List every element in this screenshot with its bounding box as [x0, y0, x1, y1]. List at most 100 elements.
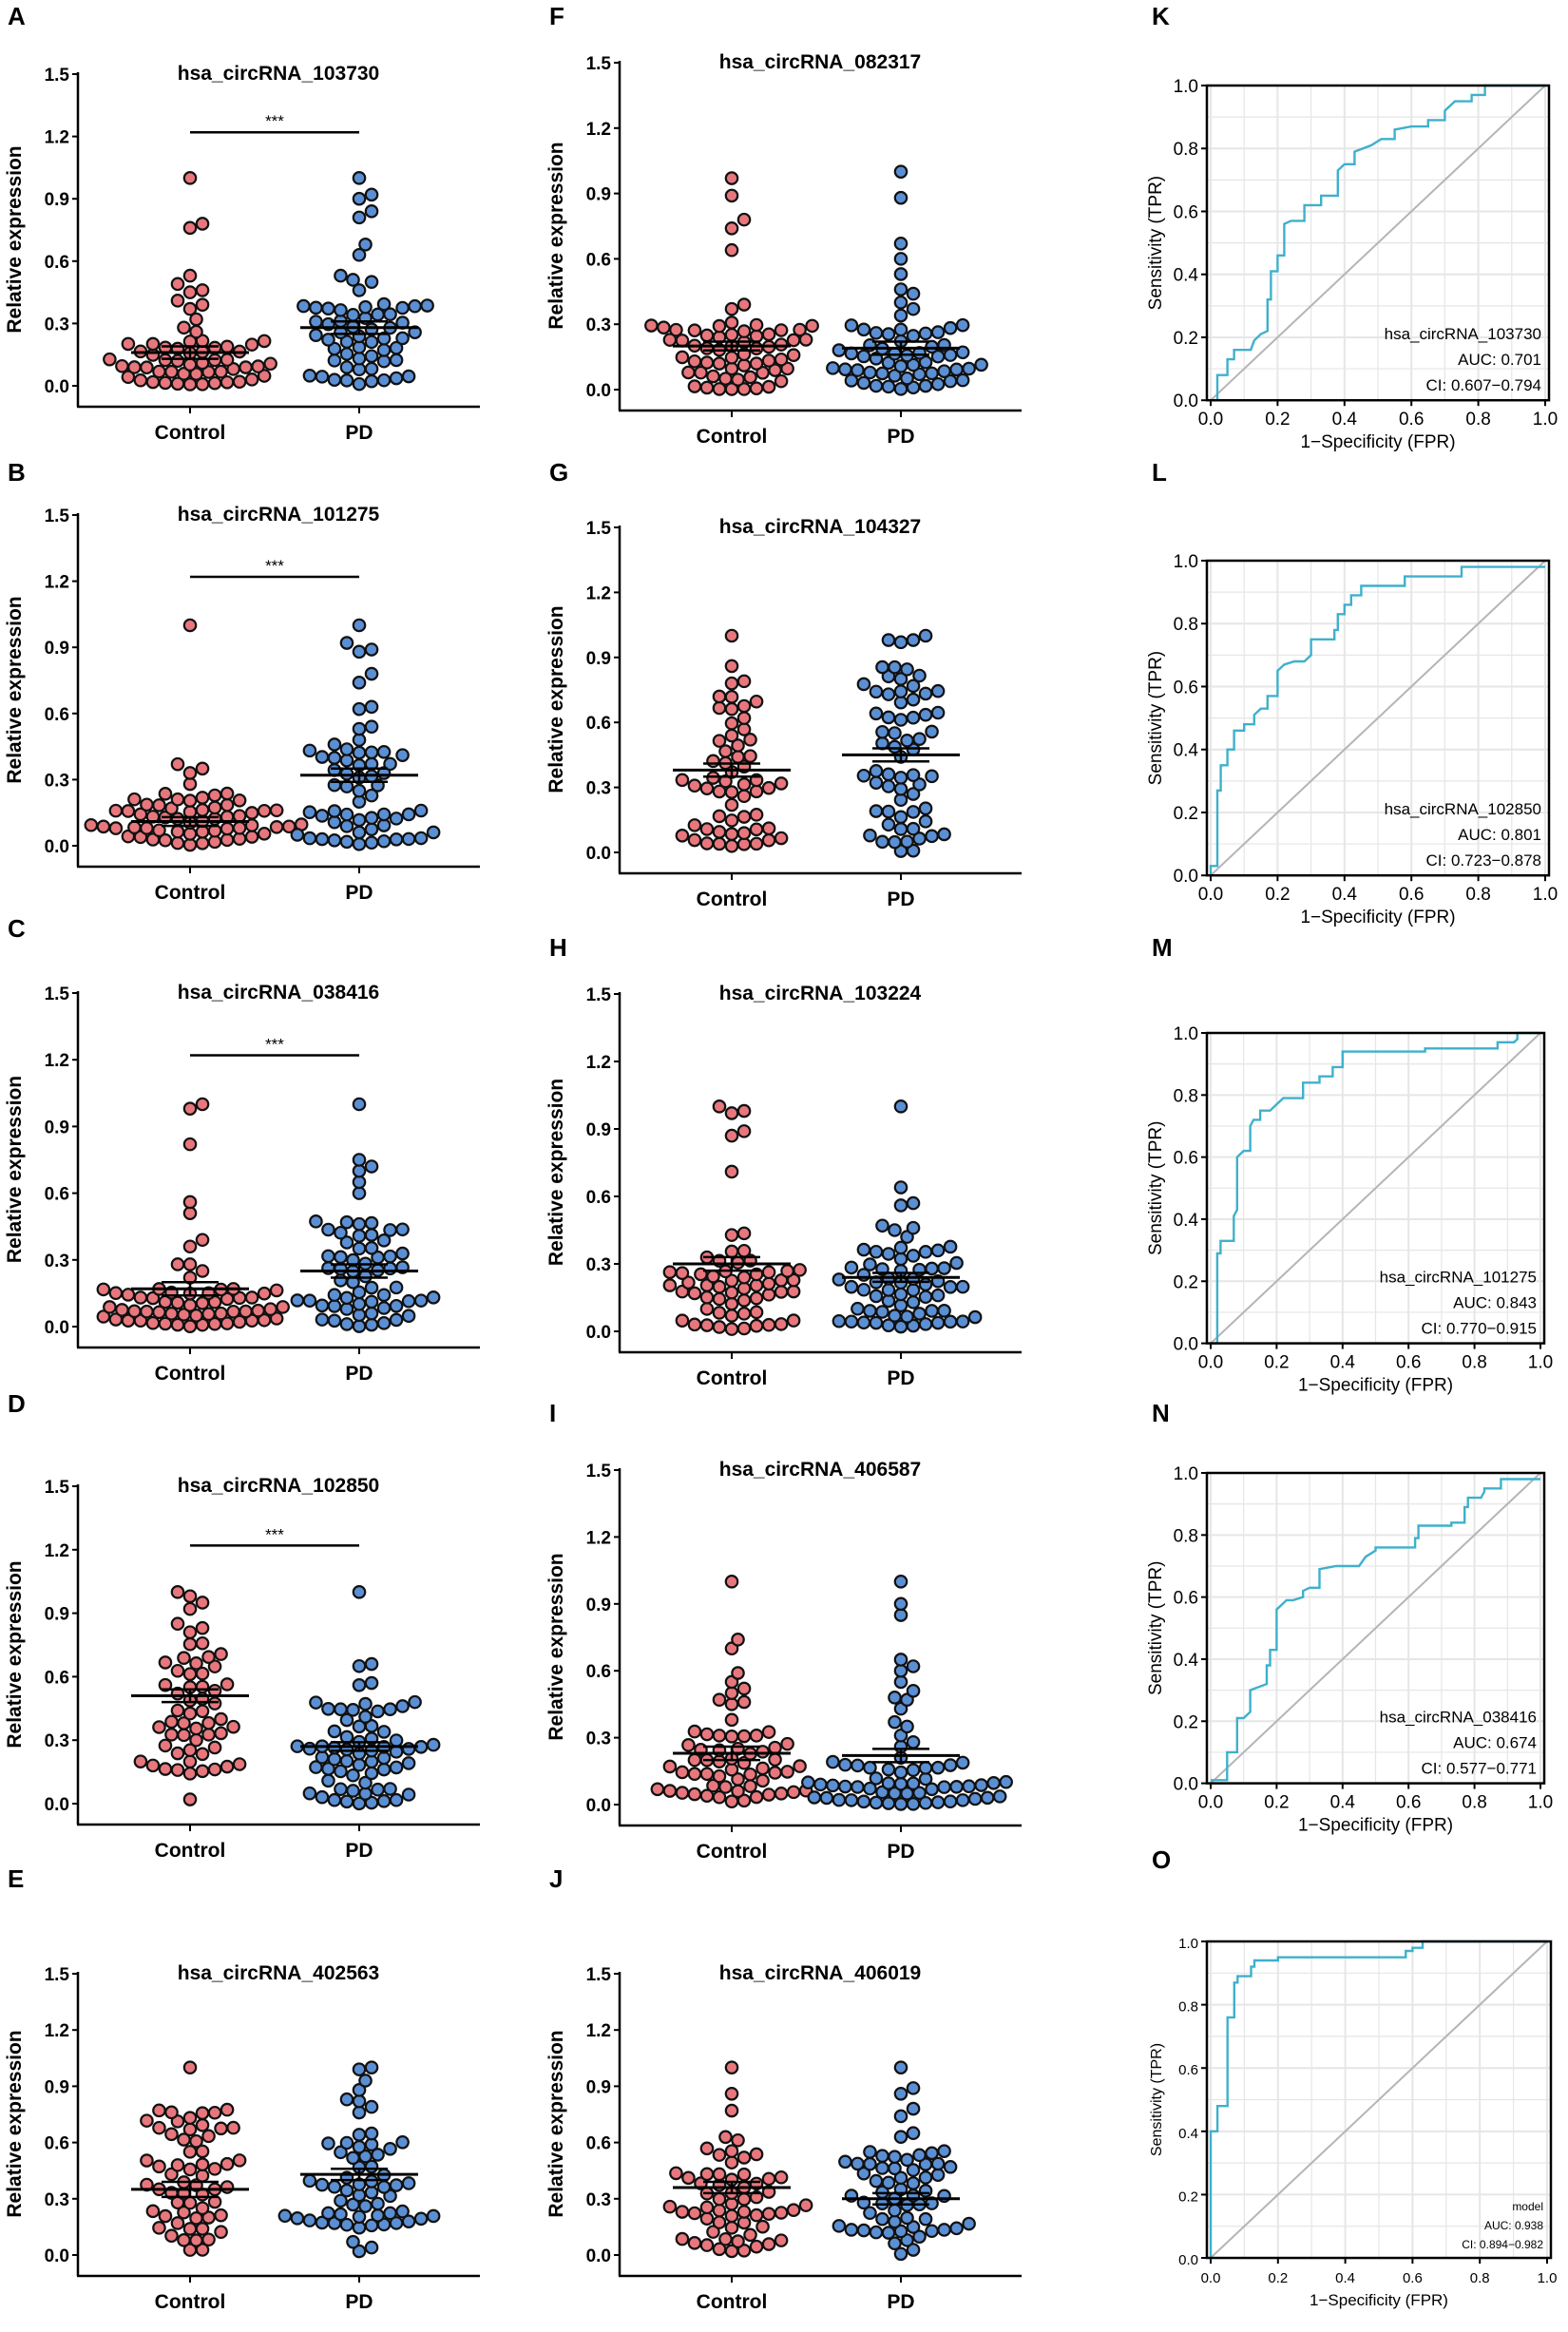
data-point — [96, 819, 111, 834]
y-tick-label: 0.3 — [45, 315, 69, 335]
data-point — [644, 318, 659, 333]
data-point — [226, 2120, 240, 2135]
data-point — [207, 788, 222, 803]
panel-l: L 0.0 0.2 0.4 0.6 0.8 1.0 0.0 0.2 0.4 0.6 0.8 1.0 1−S… — [1102, 456, 1568, 931]
y-axis-label: Relative expression — [4, 1076, 26, 1263]
data-point — [699, 1290, 715, 1305]
data-point — [195, 761, 210, 776]
y-tick-label: 1.0 — [1178, 1936, 1198, 1952]
y-tick-label: 0.6 — [586, 1662, 611, 1682]
y-tick-label: 0.6 — [1174, 202, 1198, 222]
data-point — [327, 2179, 342, 2194]
x-category-label: Control — [697, 1367, 768, 1389]
data-point — [140, 2153, 154, 2168]
data-point — [334, 1702, 348, 1717]
roc-plot-n: N 0.0 0.2 0.4 0.6 0.8 1.0 0.0 0.2 0.4 0.6 0.8 1.0 1−S… — [1146, 1399, 1553, 1836]
y-axis-label: Relative expression — [4, 596, 26, 783]
data-point — [930, 1795, 946, 1809]
data-point — [724, 1712, 739, 1728]
data-point — [239, 360, 253, 374]
panel-k: K 0.0 0.2 0.4 0.6 0.8 1.0 0.0 0.2 0.4 0.6 0.8 1.0 1−S… — [1102, 0, 1568, 475]
data-point — [352, 825, 367, 840]
data-point — [352, 676, 367, 690]
data-point — [986, 1775, 1001, 1790]
data-point — [327, 373, 342, 387]
data-point — [195, 2169, 210, 2183]
data-point — [244, 337, 259, 352]
series-pd — [832, 1099, 983, 1334]
data-point — [712, 318, 727, 334]
data-point — [201, 2129, 216, 2144]
data-point — [195, 1264, 210, 1278]
data-point — [863, 1760, 877, 1775]
data-point — [315, 2177, 330, 2192]
data-point — [327, 1751, 342, 1767]
data-point — [177, 1728, 191, 1743]
data-point — [152, 1720, 166, 1734]
data-point — [201, 1307, 216, 1322]
x-tick-label: 0.6 — [1399, 410, 1424, 430]
data-point — [145, 1758, 161, 1773]
data-point — [675, 1786, 690, 1800]
data-point — [364, 1719, 379, 1733]
data-point — [121, 804, 136, 818]
data-point — [207, 1762, 222, 1777]
data-point — [334, 1273, 348, 1288]
data-point — [364, 1228, 379, 1242]
roc-annotation-name: hsa_circRNA_038416 — [1380, 1709, 1537, 1727]
data-point — [182, 220, 198, 236]
data-point — [906, 2163, 921, 2177]
data-point — [918, 326, 933, 341]
data-point — [364, 1294, 379, 1309]
data-point — [321, 1701, 335, 1716]
data-point — [918, 354, 933, 370]
data-point — [263, 356, 277, 372]
data-point — [364, 2060, 379, 2074]
data-point — [761, 1725, 776, 1739]
data-point — [906, 2101, 921, 2116]
data-point — [232, 820, 247, 835]
data-point — [786, 348, 801, 362]
data-point — [712, 809, 727, 824]
data-point — [145, 2204, 161, 2219]
y-tick-label: 1.2 — [586, 1053, 611, 1073]
data-point — [724, 327, 739, 342]
data-point — [893, 267, 908, 281]
data-point — [207, 800, 222, 815]
data-point — [376, 1233, 392, 1248]
data-point — [893, 1575, 908, 1589]
data-point — [127, 820, 142, 835]
y-tick-label: 0.0 — [1174, 867, 1198, 887]
data-point — [918, 686, 933, 701]
data-point — [774, 323, 789, 337]
data-point — [158, 375, 173, 391]
data-point — [364, 349, 379, 364]
data-point — [736, 826, 752, 841]
data-point — [364, 642, 379, 657]
y-tick-label: 0.3 — [586, 315, 611, 335]
series-pd — [277, 2060, 441, 2259]
series-control — [644, 171, 819, 396]
data-point — [346, 273, 360, 287]
data-point — [364, 1656, 379, 1672]
data-point — [383, 1702, 397, 1716]
data-point — [182, 301, 198, 316]
data-point — [315, 1298, 330, 1313]
data-point — [736, 711, 752, 725]
x-tick-label: 0.0 — [1198, 1353, 1223, 1373]
reference-diagonal — [1210, 560, 1546, 876]
data-point — [761, 1276, 776, 1291]
y-tick-label: 1.2 — [586, 120, 611, 140]
data-point — [893, 771, 908, 785]
data-point — [364, 1159, 379, 1174]
data-point — [774, 2170, 789, 2185]
data-point — [371, 1704, 385, 1719]
data-point — [724, 728, 739, 743]
data-point — [182, 618, 198, 633]
data-point — [699, 1318, 715, 1332]
x-tick-label: 0.6 — [1396, 1793, 1421, 1813]
data-point — [768, 1752, 782, 1767]
data-point — [158, 1738, 173, 1753]
